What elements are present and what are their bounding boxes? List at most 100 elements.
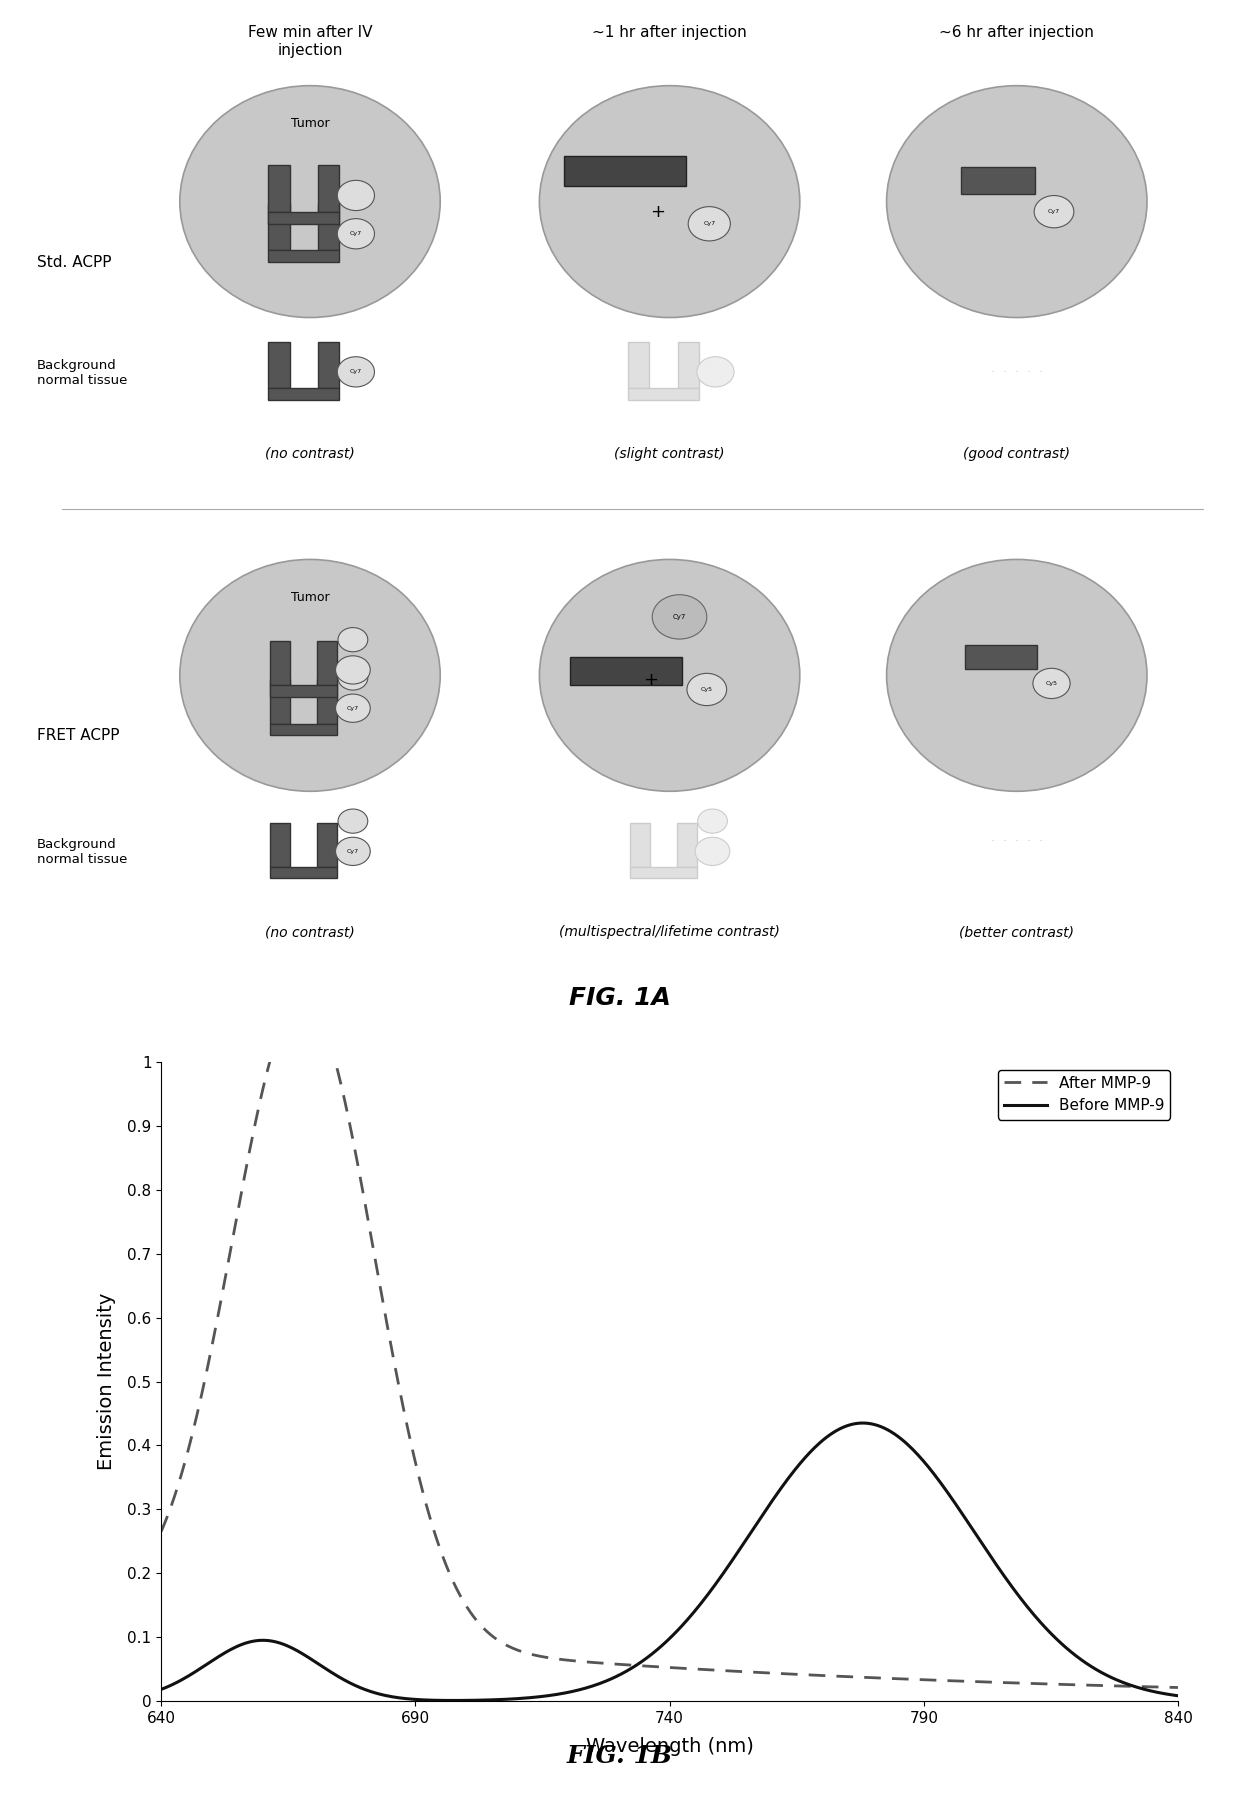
Circle shape: [697, 356, 734, 387]
After MMP-9: [335, 1082, 350, 1103]
After MMP-9: [835, 1665, 849, 1687]
Before MMP-9: [445, 1690, 460, 1712]
Bar: [270, 641, 290, 686]
Text: (better contrast): (better contrast): [960, 925, 1074, 940]
Text: (no contrast): (no contrast): [265, 925, 355, 940]
Bar: [317, 342, 340, 389]
Ellipse shape: [180, 86, 440, 317]
Ellipse shape: [887, 560, 1147, 792]
Bar: [564, 157, 686, 187]
Bar: [317, 203, 340, 250]
Circle shape: [698, 808, 728, 833]
After MMP-9: [417, 1487, 432, 1508]
Text: (slight contrast): (slight contrast): [614, 446, 725, 461]
Text: (multispectral/lifetime contrast): (multispectral/lifetime contrast): [559, 925, 780, 940]
Circle shape: [337, 356, 374, 387]
Text: Cy5: Cy5: [701, 688, 713, 691]
Text: ·  ·  ·  ·  ·: · · · · ·: [991, 367, 1043, 380]
Bar: [630, 868, 697, 878]
Circle shape: [339, 628, 368, 652]
Bar: [268, 250, 339, 263]
Circle shape: [696, 837, 730, 866]
Before MMP-9: [415, 1688, 430, 1710]
Text: Cy7: Cy7: [350, 230, 362, 236]
Legend: After MMP-9, Before MMP-9: After MMP-9, Before MMP-9: [998, 1069, 1171, 1120]
After MMP-9: [615, 1654, 630, 1676]
Bar: [629, 389, 699, 400]
After MMP-9: [921, 1669, 936, 1690]
Before MMP-9: [755, 1505, 770, 1526]
Y-axis label: Emission Intensity: Emission Intensity: [97, 1292, 117, 1471]
Bar: [317, 823, 337, 868]
Circle shape: [337, 180, 374, 211]
Bar: [268, 389, 339, 400]
Text: Std. ACPP: Std. ACPP: [37, 254, 112, 270]
Text: Few min after IV
injection: Few min after IV injection: [248, 25, 372, 58]
Before MMP-9: [923, 1458, 937, 1480]
Bar: [270, 679, 290, 724]
Text: +: +: [650, 203, 665, 221]
Ellipse shape: [539, 86, 800, 317]
Circle shape: [688, 207, 730, 241]
Line: Before MMP-9: Before MMP-9: [161, 1424, 1178, 1701]
Bar: [961, 167, 1035, 194]
X-axis label: Wavelength (nm): Wavelength (nm): [585, 1737, 754, 1755]
Text: Cy7: Cy7: [347, 850, 358, 853]
Text: +: +: [644, 671, 658, 689]
Text: FIG. 1B: FIG. 1B: [567, 1744, 673, 1768]
After MMP-9: [295, 986, 310, 1008]
Bar: [965, 644, 1037, 670]
Bar: [270, 724, 337, 734]
Before MMP-9: [334, 1667, 348, 1688]
After MMP-9: [755, 1661, 770, 1683]
Text: (no contrast): (no contrast): [265, 446, 355, 461]
Ellipse shape: [180, 560, 440, 792]
Text: ~1 hr after injection: ~1 hr after injection: [593, 25, 746, 40]
Bar: [268, 342, 290, 389]
Circle shape: [339, 808, 368, 833]
Before MMP-9: [854, 1413, 869, 1435]
Line: After MMP-9: After MMP-9: [161, 997, 1178, 1688]
Bar: [317, 166, 340, 212]
Circle shape: [336, 837, 371, 866]
Circle shape: [339, 666, 368, 689]
Bar: [570, 657, 682, 686]
Text: ·  ·  ·  ·  ·: · · · · ·: [991, 835, 1043, 848]
Text: Cy7: Cy7: [347, 706, 358, 711]
Bar: [630, 823, 650, 868]
Bar: [629, 342, 650, 389]
Circle shape: [1033, 668, 1070, 698]
Text: Background
normal tissue: Background normal tissue: [37, 358, 128, 387]
Circle shape: [337, 218, 374, 248]
Text: Tumor: Tumor: [290, 590, 330, 605]
Text: FIG. 1A: FIG. 1A: [569, 986, 671, 1010]
Text: FRET ACPP: FRET ACPP: [37, 729, 120, 743]
Before MMP-9: [154, 1679, 169, 1701]
Bar: [270, 686, 337, 697]
After MMP-9: [1171, 1678, 1185, 1699]
Bar: [268, 166, 290, 212]
Text: (good contrast): (good contrast): [963, 446, 1070, 461]
After MMP-9: [154, 1521, 169, 1543]
Bar: [677, 342, 699, 389]
Bar: [677, 823, 697, 868]
Text: ~6 hr after injection: ~6 hr after injection: [940, 25, 1094, 40]
Circle shape: [336, 695, 371, 722]
Bar: [317, 679, 337, 724]
Text: Cy7: Cy7: [673, 614, 686, 619]
Ellipse shape: [539, 560, 800, 792]
Ellipse shape: [887, 86, 1147, 317]
Text: Cy7: Cy7: [703, 221, 715, 227]
Bar: [317, 641, 337, 686]
Bar: [270, 823, 290, 868]
Text: Cy7: Cy7: [350, 369, 362, 374]
Circle shape: [336, 655, 371, 684]
Text: Background
normal tissue: Background normal tissue: [37, 837, 128, 866]
Before MMP-9: [1171, 1685, 1185, 1706]
Text: Cy5: Cy5: [1045, 680, 1058, 686]
Bar: [268, 203, 290, 250]
Circle shape: [1034, 196, 1074, 229]
Bar: [268, 212, 339, 223]
Bar: [270, 868, 337, 878]
Before MMP-9: [835, 1417, 849, 1438]
